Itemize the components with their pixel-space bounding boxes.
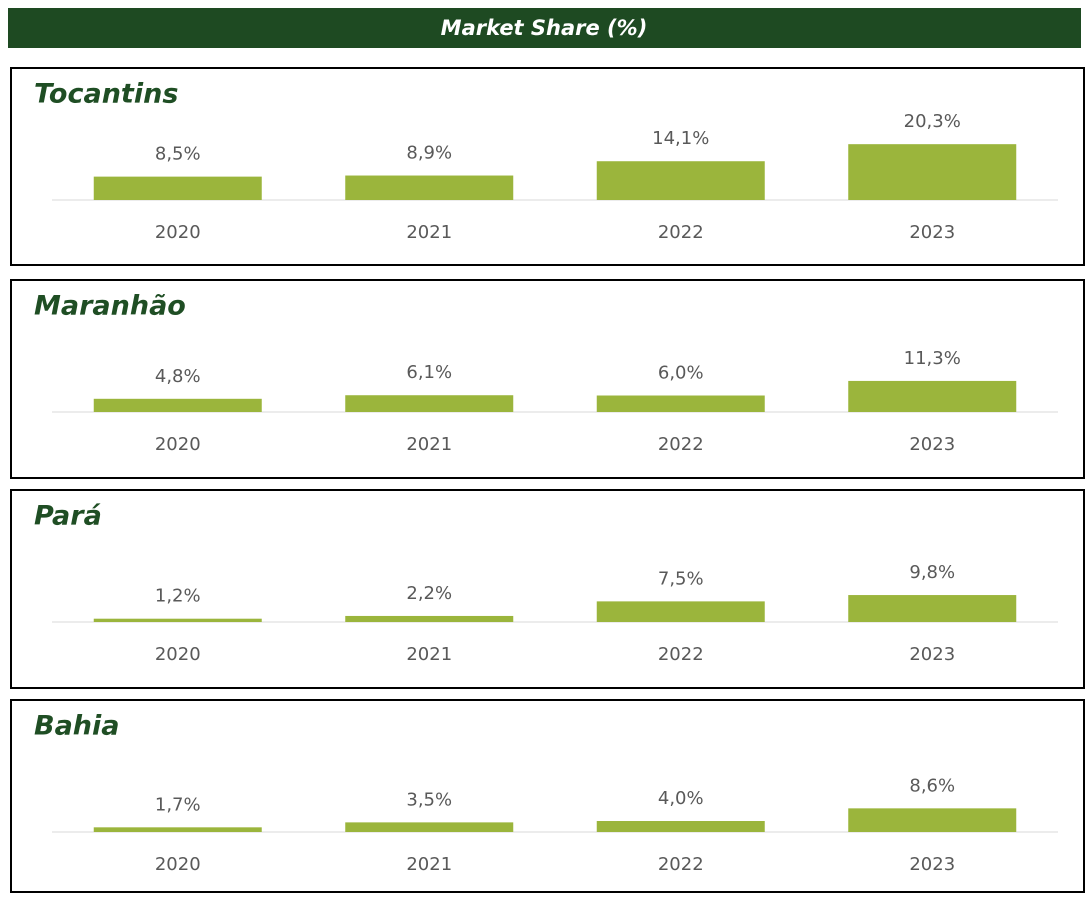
- value-label: 7,5%: [658, 568, 704, 589]
- panel-title: Bahia: [34, 711, 120, 742]
- x-tick-label: 2020: [155, 644, 201, 665]
- x-tick-label: 2023: [909, 644, 955, 665]
- x-tick-label: 2023: [909, 854, 955, 875]
- panel-title: Maranhão: [34, 291, 186, 322]
- value-label: 8,5%: [155, 144, 201, 165]
- x-tick-label: 2022: [658, 222, 704, 243]
- value-label: 6,1%: [406, 362, 452, 383]
- value-label: 8,6%: [909, 775, 955, 796]
- value-label: 14,1%: [652, 128, 709, 149]
- bar: [93, 398, 262, 412]
- panel-border: [10, 699, 1085, 893]
- x-tick-label: 2022: [658, 854, 704, 875]
- bar: [345, 175, 514, 200]
- bar: [596, 601, 765, 622]
- x-tick-label: 2022: [658, 434, 704, 455]
- value-label: 4,0%: [658, 788, 704, 809]
- bar: [93, 618, 262, 622]
- bar: [93, 176, 262, 200]
- x-tick-label: 2020: [155, 222, 201, 243]
- x-tick-label: 2020: [155, 854, 201, 875]
- header-title: Market Share (%): [441, 16, 648, 40]
- x-tick-label: 2023: [909, 434, 955, 455]
- x-tick-label: 2021: [406, 854, 452, 875]
- value-label: 4,8%: [155, 366, 201, 387]
- value-label: 6,0%: [658, 363, 704, 384]
- bar: [596, 161, 765, 200]
- bar: [848, 595, 1017, 622]
- bar: [596, 395, 765, 412]
- panel-border: [10, 67, 1085, 266]
- bar: [848, 380, 1017, 412]
- x-tick-label: 2021: [406, 434, 452, 455]
- value-label: 3,5%: [406, 789, 452, 810]
- value-label: 1,2%: [155, 586, 201, 607]
- panel-title: Tocantins: [34, 79, 178, 110]
- value-label: 1,7%: [155, 794, 201, 815]
- value-label: 20,3%: [904, 111, 961, 132]
- panel-border: [10, 489, 1085, 689]
- bar: [848, 144, 1017, 200]
- x-tick-label: 2020: [155, 434, 201, 455]
- value-label: 11,3%: [904, 348, 961, 369]
- bar: [848, 808, 1017, 832]
- x-tick-label: 2023: [909, 222, 955, 243]
- bar: [596, 821, 765, 832]
- panel-title: Pará: [34, 501, 102, 532]
- value-label: 9,8%: [909, 562, 955, 583]
- bar: [345, 822, 514, 832]
- value-label: 2,2%: [406, 583, 452, 604]
- bar: [93, 827, 262, 832]
- x-tick-label: 2021: [406, 644, 452, 665]
- x-tick-label: 2022: [658, 644, 704, 665]
- bar: [345, 395, 514, 412]
- bar: [345, 615, 514, 622]
- x-tick-label: 2021: [406, 222, 452, 243]
- panel-border: [10, 279, 1085, 479]
- value-label: 8,9%: [406, 143, 452, 164]
- header-bar: [8, 8, 1081, 48]
